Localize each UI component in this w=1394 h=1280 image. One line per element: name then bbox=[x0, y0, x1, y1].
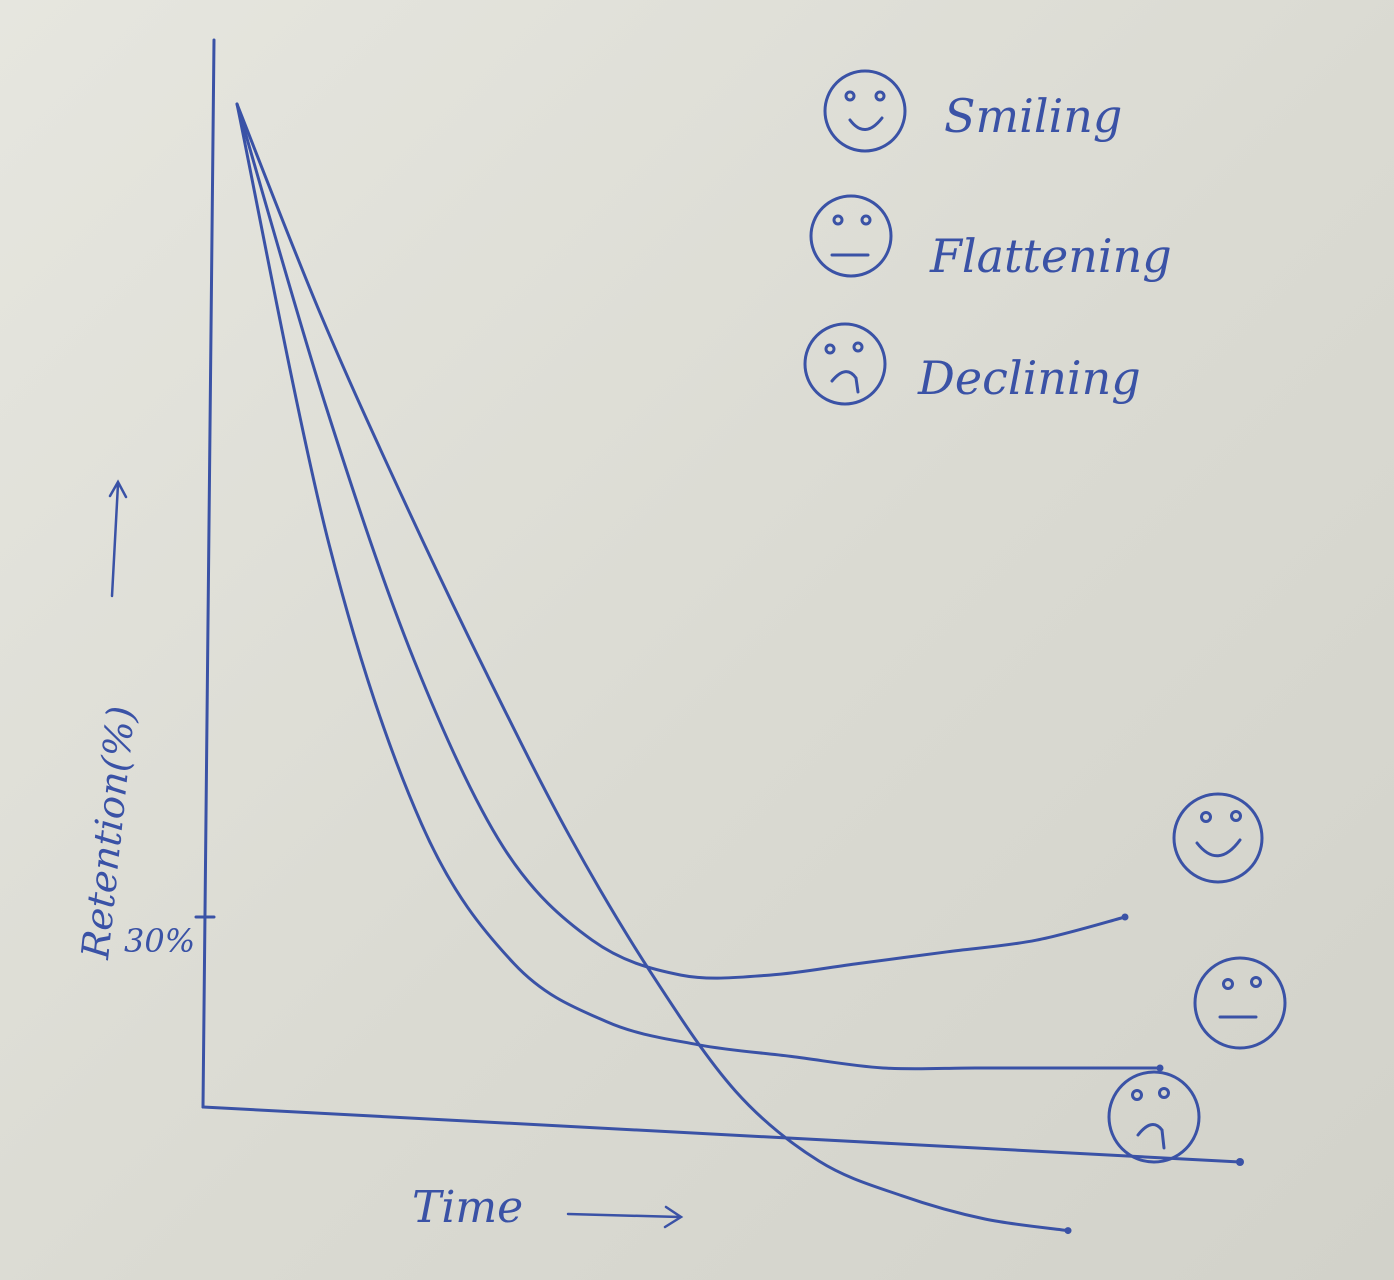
series-end-point-smiling bbox=[1121, 913, 1129, 921]
legend-smiling-icon bbox=[823, 69, 907, 153]
legend-label-flattening: Flattening bbox=[929, 229, 1172, 283]
series-end-point-declining bbox=[1064, 1227, 1072, 1235]
sad-face-end-icon bbox=[1107, 1070, 1201, 1164]
y-tick-label-30: 30% bbox=[124, 922, 195, 960]
axes bbox=[194, 38, 1244, 1166]
series-end-point-flattening bbox=[1156, 1064, 1164, 1072]
x-axis-label: Time bbox=[412, 1182, 523, 1233]
series-line-smiling bbox=[235, 102, 1127, 980]
smiling-face-end-icon bbox=[1172, 792, 1264, 884]
y-axis bbox=[201, 38, 216, 1109]
legend-label-declining: Declining bbox=[917, 351, 1141, 405]
legend-sad-icon bbox=[803, 322, 887, 406]
series-line-declining bbox=[235, 102, 1070, 1233]
legend: Smiling Flattening Declining bbox=[803, 69, 1172, 406]
legend-label-smiling: Smiling bbox=[944, 89, 1122, 143]
x-axis bbox=[201, 1105, 1242, 1164]
legend-neutral-icon bbox=[809, 194, 893, 278]
neutral-face-end-icon bbox=[1193, 956, 1287, 1050]
x-axis-arrow bbox=[566, 1205, 684, 1229]
series-layer bbox=[235, 102, 1164, 1235]
x-axis-end-dot bbox=[1236, 1158, 1244, 1166]
y-axis-arrow bbox=[108, 479, 128, 598]
series-line-flattening bbox=[235, 102, 1162, 1071]
